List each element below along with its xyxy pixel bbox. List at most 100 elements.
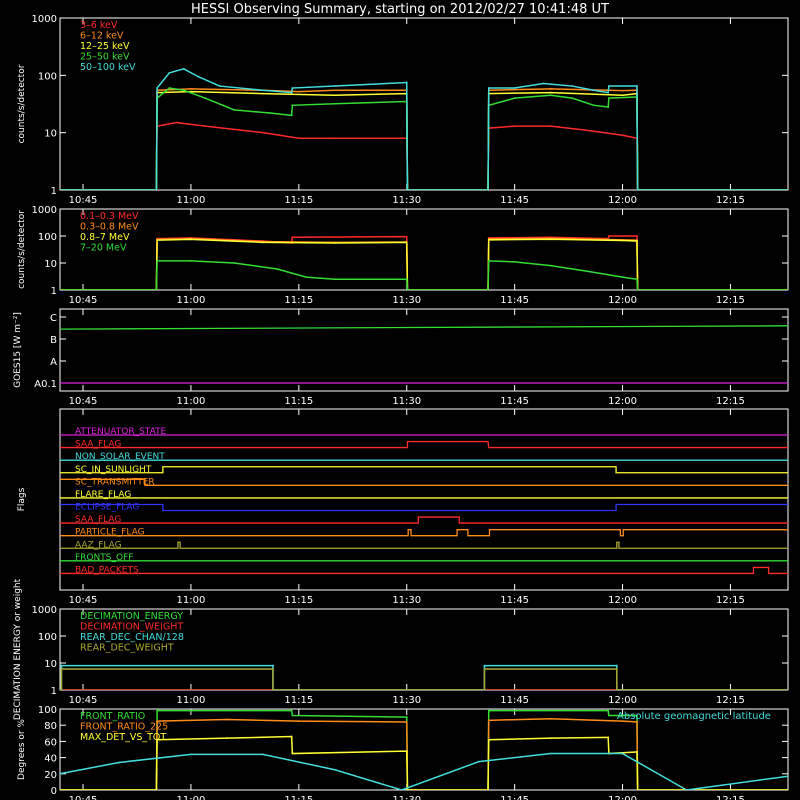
series-line xyxy=(60,121,788,190)
plot-area xyxy=(60,67,788,190)
data-point xyxy=(607,235,610,237)
data-point xyxy=(513,260,516,263)
data-point xyxy=(636,240,638,242)
y-tick-label: 0 xyxy=(51,786,57,797)
data-point xyxy=(60,289,61,290)
flag-label: SC_IN_SUNLIGHT xyxy=(75,465,152,475)
plot-area xyxy=(60,325,788,384)
flag-label: AAZ_FLAG xyxy=(75,540,122,550)
data-point xyxy=(513,97,516,100)
legend-entry: 6–12 keV xyxy=(80,31,124,42)
data-point xyxy=(190,238,192,241)
data-point xyxy=(156,87,159,89)
y-tick-label: 40 xyxy=(44,754,57,765)
data-point xyxy=(636,289,639,290)
data-point xyxy=(261,92,264,95)
data-point xyxy=(549,717,552,720)
data-point xyxy=(549,752,552,755)
series-line xyxy=(60,237,788,290)
data-point xyxy=(276,268,279,270)
x-tick-label: 12:15 xyxy=(716,195,745,206)
x-tick-label: 10:45 xyxy=(69,695,98,706)
data-point xyxy=(333,102,336,105)
data-point xyxy=(585,129,588,132)
data-point xyxy=(571,97,574,100)
data-point xyxy=(118,761,120,764)
flag-label: SAA_FLAG xyxy=(75,440,121,450)
data-point xyxy=(290,709,293,712)
data-point xyxy=(483,689,486,690)
data-point xyxy=(549,238,552,241)
plot-area xyxy=(60,709,788,790)
x-tick-label: 12:00 xyxy=(608,695,637,706)
x-tick-label: 11:30 xyxy=(392,695,421,706)
y-tick-label: 1 xyxy=(51,286,57,297)
x-tick-label: 12:15 xyxy=(716,795,745,800)
panel-goes: 10:45 11:00 11:15 11:30 11:45 12:00 12:15 A0.1 A… xyxy=(13,308,789,407)
legend-entry: DECIMATION_WEIGHT xyxy=(80,622,183,633)
data-point xyxy=(607,97,610,100)
data-point xyxy=(607,736,610,739)
x-tick-label: 12:00 xyxy=(608,795,637,800)
data-point xyxy=(549,91,552,94)
data-point xyxy=(549,94,552,97)
data-point xyxy=(615,689,618,690)
data-point xyxy=(60,664,63,667)
data-point xyxy=(406,289,409,290)
x-tick-label: 12:15 xyxy=(716,595,745,606)
x-tick-label: 11:00 xyxy=(177,695,206,706)
data-point xyxy=(290,91,293,94)
x-tick-label: 11:30 xyxy=(392,295,421,306)
data-point xyxy=(636,278,638,281)
flag-label: FRONTS_OFF xyxy=(75,553,133,563)
plot-area xyxy=(60,434,788,575)
x-tick-label: 11:30 xyxy=(392,595,421,606)
data-point xyxy=(272,664,274,667)
y-tick-label: 10 xyxy=(44,129,57,140)
data-point xyxy=(621,239,624,242)
y-tick-label: 1 xyxy=(51,686,57,697)
x-tick-label: 11:15 xyxy=(284,396,313,407)
data-point xyxy=(168,87,171,89)
data-point xyxy=(60,668,63,670)
x-tick-label: 11:45 xyxy=(500,295,529,306)
data-point xyxy=(615,668,618,670)
panel-lightcurve_high: 10:45 11:00 11:15 11:30 11:45 12:00 12:15 1 10 10… xyxy=(17,205,789,306)
data-point xyxy=(218,85,221,87)
x-tick-label: 11:45 xyxy=(500,195,529,206)
x-tick-label: 11:15 xyxy=(284,795,313,800)
y-tick-label: 1000 xyxy=(32,14,57,25)
flag-line xyxy=(60,466,788,474)
data-point xyxy=(607,709,610,712)
y-axis-label: Flags xyxy=(17,487,27,511)
data-point xyxy=(787,775,788,778)
y-tick-label: 80 xyxy=(44,721,57,732)
y-tick-label: A xyxy=(50,357,57,368)
data-point xyxy=(190,259,192,262)
y-tick-label: 60 xyxy=(44,737,57,748)
data-point xyxy=(297,90,300,93)
data-point xyxy=(787,689,788,690)
legend-entry: 0.3–0.8 MeV xyxy=(80,222,139,233)
x-tick-label: 11:45 xyxy=(500,695,529,706)
data-point xyxy=(592,89,595,92)
data-point xyxy=(483,668,486,670)
data-point xyxy=(305,276,307,279)
data-point xyxy=(190,87,192,90)
x-tick-label: 10:45 xyxy=(69,195,98,206)
data-point xyxy=(261,753,264,756)
x-tick-label: 12:00 xyxy=(608,595,637,606)
data-point xyxy=(269,112,271,114)
x-tick-label: 11:15 xyxy=(284,295,313,306)
flag-label: NON_SOLAR_EVENT xyxy=(75,452,165,462)
y-tick-label: C xyxy=(50,313,57,324)
series-line xyxy=(60,238,788,290)
x-tick-label: 11:30 xyxy=(392,195,421,206)
data-point xyxy=(60,772,61,775)
data-point xyxy=(621,752,624,755)
data-point xyxy=(549,125,552,128)
data-point xyxy=(406,789,409,790)
flag-label: SAA_FLAG xyxy=(75,515,121,525)
data-point xyxy=(405,81,408,84)
x-tick-label: 11:15 xyxy=(284,695,313,706)
